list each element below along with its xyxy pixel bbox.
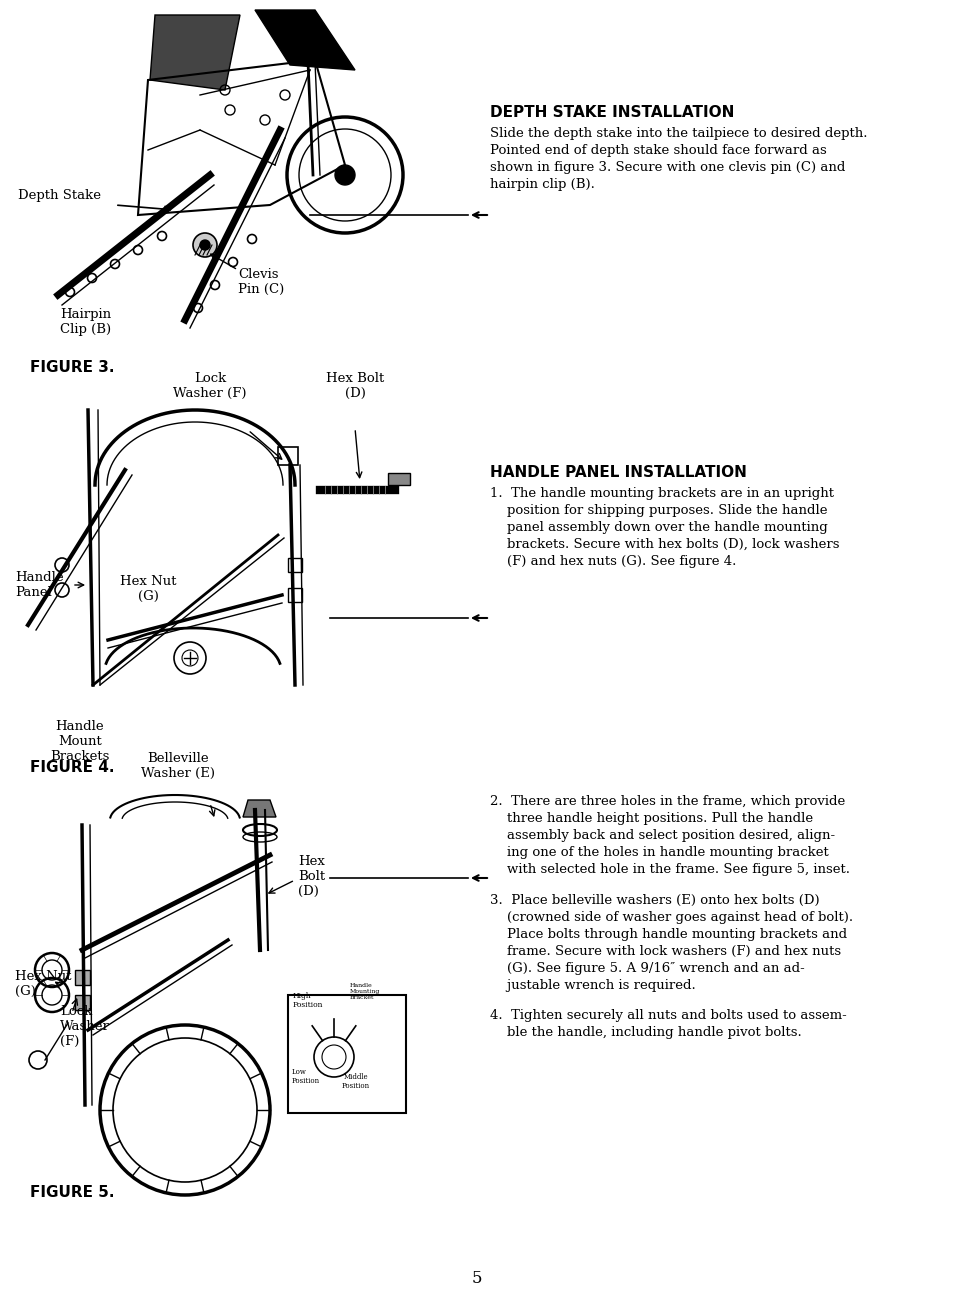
Text: Lock
Washer (F): Lock Washer (F) — [173, 371, 247, 400]
Text: position for shipping purposes. Slide the handle: position for shipping purposes. Slide th… — [490, 504, 826, 517]
Text: 1.  The handle mounting brackets are in an upright: 1. The handle mounting brackets are in a… — [490, 487, 833, 500]
Text: Handle
Panel: Handle Panel — [15, 572, 64, 599]
Text: High: High — [293, 991, 312, 1001]
Text: ing one of the holes in handle mounting bracket: ing one of the holes in handle mounting … — [490, 846, 828, 859]
Text: Hex Nut
(G): Hex Nut (G) — [15, 971, 71, 998]
Text: justable wrench is required.: justable wrench is required. — [490, 978, 695, 991]
Text: hairpin clip (B).: hairpin clip (B). — [490, 178, 595, 191]
Polygon shape — [243, 800, 275, 818]
Text: Hex Bolt
(D): Hex Bolt (D) — [326, 371, 384, 400]
Text: assembly back and select position desired, align-: assembly back and select position desire… — [490, 829, 834, 842]
Text: (F) and hex nuts (G). See figure 4.: (F) and hex nuts (G). See figure 4. — [490, 555, 736, 568]
Text: Handle
Mounting
Bracket: Handle Mounting Bracket — [350, 984, 380, 1001]
Text: Middle
Position: Middle Position — [341, 1073, 370, 1090]
Text: shown in figure 3. Secure with one clevis pin (C) and: shown in figure 3. Secure with one clevi… — [490, 161, 844, 174]
Text: (G). See figure 5. A 9/16″ wrench and an ad-: (G). See figure 5. A 9/16″ wrench and an… — [490, 961, 804, 974]
Text: brackets. Secure with hex bolts (D), lock washers: brackets. Secure with hex bolts (D), loc… — [490, 538, 839, 551]
Text: 4.  Tighten securely all nuts and bolts used to assem-: 4. Tighten securely all nuts and bolts u… — [490, 1010, 846, 1022]
Text: Position: Position — [293, 1001, 323, 1008]
Bar — [388, 473, 410, 485]
Text: three handle height positions. Pull the handle: three handle height positions. Pull the … — [490, 812, 812, 825]
Bar — [75, 995, 90, 1010]
Text: (crowned side of washer goes against head of bolt).: (crowned side of washer goes against hea… — [490, 910, 852, 923]
Text: Belleville
Washer (E): Belleville Washer (E) — [141, 752, 214, 780]
Text: Place bolts through handle mounting brackets and: Place bolts through handle mounting brac… — [490, 927, 846, 940]
Polygon shape — [254, 10, 355, 71]
Text: 2.  There are three holes in the frame, which provide: 2. There are three holes in the frame, w… — [490, 795, 844, 808]
Circle shape — [335, 165, 355, 184]
Text: Slide the depth stake into the tailpiece to desired depth.: Slide the depth stake into the tailpiece… — [490, 127, 866, 140]
Text: FIGURE 5.: FIGURE 5. — [30, 1185, 114, 1199]
Bar — [288, 995, 406, 1113]
Text: FIGURE 3.: FIGURE 3. — [30, 360, 114, 375]
Bar — [288, 559, 302, 572]
Text: Hairpin
Clip (B): Hairpin Clip (B) — [60, 307, 111, 336]
Bar — [288, 589, 302, 602]
Text: Lock
Washer
(F): Lock Washer (F) — [60, 1005, 110, 1048]
Text: Low
Position: Low Position — [292, 1067, 320, 1086]
Bar — [75, 971, 90, 985]
Text: panel assembly down over the handle mounting: panel assembly down over the handle moun… — [490, 521, 827, 534]
Bar — [277, 447, 297, 466]
Text: 5: 5 — [471, 1270, 482, 1287]
Text: ble the handle, including handle pivot bolts.: ble the handle, including handle pivot b… — [490, 1027, 801, 1039]
Text: 3.  Place belleville washers (E) onto hex bolts (D): 3. Place belleville washers (E) onto hex… — [490, 893, 819, 906]
Polygon shape — [150, 14, 240, 90]
Circle shape — [200, 239, 210, 250]
Text: Handle
Mount
Brackets: Handle Mount Brackets — [51, 719, 110, 763]
Text: with selected hole in the frame. See figure 5, inset.: with selected hole in the frame. See fig… — [490, 863, 849, 876]
Text: frame. Secure with lock washers (F) and hex nuts: frame. Secure with lock washers (F) and … — [490, 944, 841, 957]
Text: DEPTH STAKE INSTALLATION: DEPTH STAKE INSTALLATION — [490, 105, 734, 120]
Text: Clevis
Pin (C): Clevis Pin (C) — [237, 268, 284, 296]
Text: Depth Stake: Depth Stake — [18, 188, 101, 201]
Text: Pointed end of depth stake should face forward as: Pointed end of depth stake should face f… — [490, 144, 826, 157]
Circle shape — [193, 233, 216, 256]
Text: Hex
Bolt
(D): Hex Bolt (D) — [297, 855, 325, 899]
Text: HANDLE PANEL INSTALLATION: HANDLE PANEL INSTALLATION — [490, 466, 746, 480]
Text: FIGURE 4.: FIGURE 4. — [30, 760, 114, 776]
Text: Hex Nut
(G): Hex Nut (G) — [120, 576, 176, 603]
